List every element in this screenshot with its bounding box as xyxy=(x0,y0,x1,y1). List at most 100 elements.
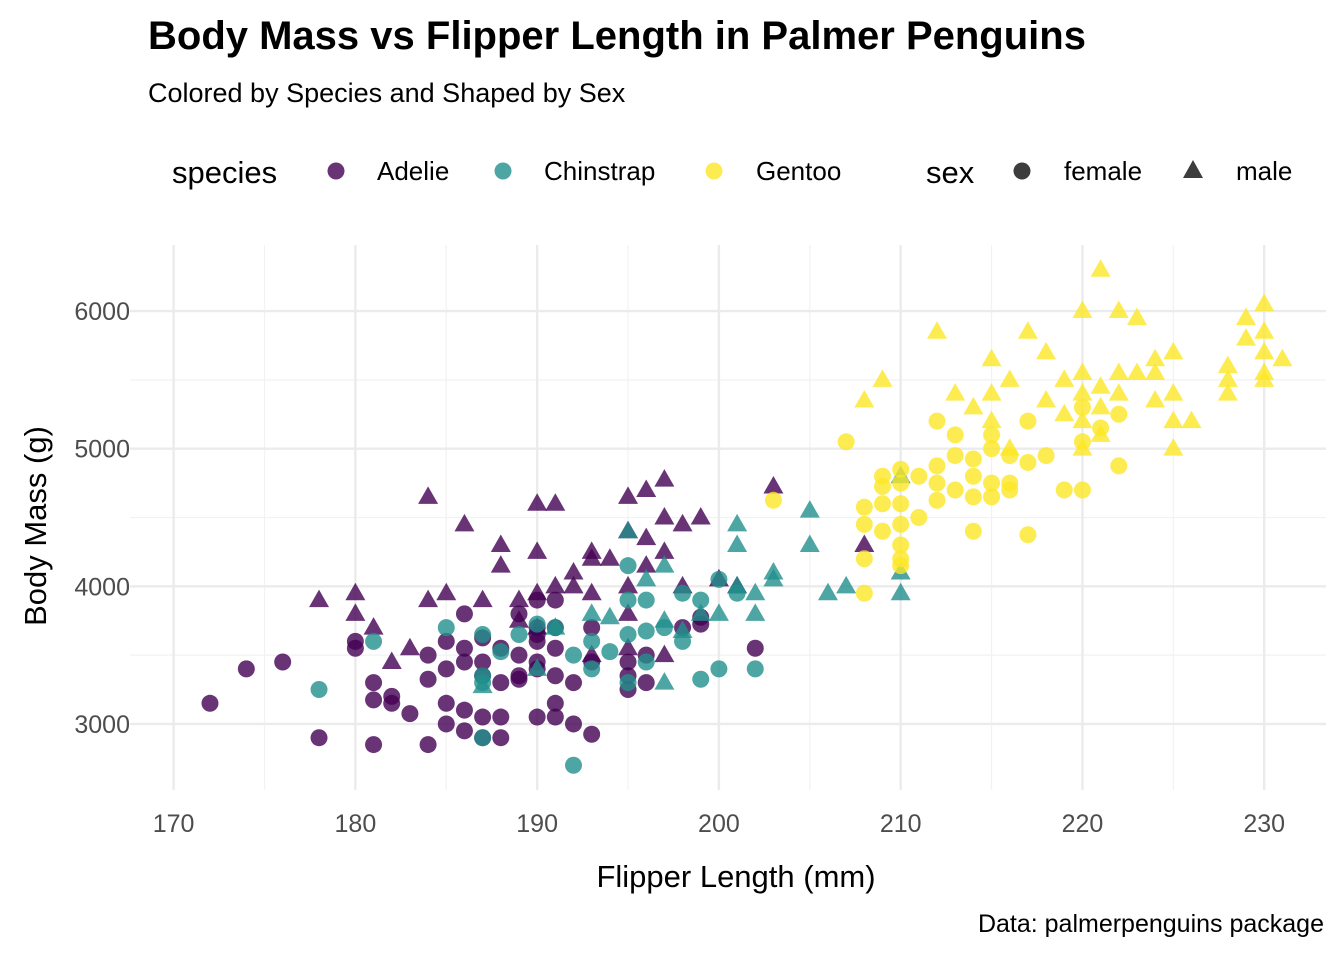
point-gentoo-male xyxy=(999,438,1020,456)
point-gentoo-male xyxy=(1145,362,1166,380)
point-gentoo-male xyxy=(1072,410,1093,429)
point-adelie-female xyxy=(455,722,473,740)
legend-key-adelie xyxy=(327,162,345,180)
legend-key-male xyxy=(1183,160,1203,178)
point-adelie-male xyxy=(618,637,639,656)
point-adelie-female xyxy=(455,653,473,671)
point-gentoo-male xyxy=(1090,259,1111,277)
point-adelie-male xyxy=(418,486,439,504)
point-adelie-male xyxy=(545,493,566,511)
point-adelie-female xyxy=(528,632,546,650)
point-gentoo-female xyxy=(1019,526,1037,544)
point-adelie-female xyxy=(437,694,455,712)
point-gentoo-male xyxy=(981,383,1002,401)
point-gentoo-male xyxy=(1217,355,1238,374)
x-tick-label: 200 xyxy=(698,810,740,838)
point-gentoo-female xyxy=(928,412,946,430)
point-chinstrap-female xyxy=(474,729,492,747)
point-gentoo-female xyxy=(873,478,891,496)
point-gentoo-male xyxy=(1272,348,1293,367)
point-gentoo-female xyxy=(873,522,891,540)
point-chinstrap-male xyxy=(727,575,748,594)
point-gentoo-female xyxy=(1019,412,1037,430)
point-chinstrap-male xyxy=(727,513,748,532)
point-adelie-female xyxy=(237,660,255,678)
point-gentoo-male xyxy=(872,369,893,387)
point-gentoo-female xyxy=(855,498,873,516)
point-adelie-female xyxy=(419,646,437,664)
point-gentoo-female xyxy=(1073,481,1091,499)
point-gentoo-male xyxy=(1108,383,1129,401)
point-adelie-male xyxy=(654,541,675,559)
point-adelie-female xyxy=(437,715,455,733)
point-adelie-female xyxy=(528,708,546,726)
point-adelie-female xyxy=(583,725,601,743)
point-chinstrap-male xyxy=(672,620,693,639)
point-gentoo-female xyxy=(892,460,910,478)
chart-subtitle: Colored by Species and Shaped by Sex xyxy=(148,78,626,108)
point-gentoo-male xyxy=(981,348,1002,367)
point-gentoo-female xyxy=(964,522,982,540)
point-gentoo-male xyxy=(1145,348,1166,367)
point-chinstrap-male xyxy=(654,555,675,573)
point-chinstrap-male xyxy=(618,520,639,539)
point-chinstrap-male xyxy=(581,603,602,621)
point-adelie-male xyxy=(527,582,548,601)
point-adelie-male xyxy=(527,541,548,559)
point-gentoo-male xyxy=(963,396,984,415)
point-chinstrap-female xyxy=(583,660,601,678)
point-gentoo-male xyxy=(1254,341,1275,360)
point-adelie-male xyxy=(399,637,420,656)
point-chinstrap-female xyxy=(310,681,328,699)
point-chinstrap-female xyxy=(619,557,637,575)
point-adelie-female xyxy=(637,674,655,692)
point-gentoo-male xyxy=(1181,410,1202,429)
point-gentoo-female xyxy=(1055,481,1073,499)
point-gentoo-female xyxy=(855,515,873,533)
point-adelie-female xyxy=(546,591,564,609)
y-tick-label: 6000 xyxy=(74,298,130,326)
point-adelie-female xyxy=(492,729,510,747)
point-gentoo-female xyxy=(855,550,873,568)
point-gentoo-male xyxy=(945,383,966,401)
point-gentoo-male xyxy=(1054,369,1075,387)
point-gentoo-female xyxy=(1019,453,1037,471)
x-axis-title: Flipper Length (mm) xyxy=(596,859,875,894)
point-gentoo-female xyxy=(1001,474,1019,492)
point-adelie-male xyxy=(581,548,602,566)
point-gentoo-male xyxy=(1163,410,1184,429)
point-adelie-male xyxy=(618,486,639,504)
point-chinstrap-female xyxy=(637,653,655,671)
point-gentoo-male xyxy=(1236,307,1257,325)
point-gentoo-female xyxy=(892,550,910,568)
point-adelie-male xyxy=(636,479,657,497)
x-tick-label: 180 xyxy=(335,810,377,838)
point-chinstrap-male xyxy=(890,582,911,601)
y-tick-labels: 3000 4000 5000 6000 xyxy=(74,298,130,739)
chart-title: Body Mass vs Flipper Length in Palmer Pe… xyxy=(148,14,1086,58)
point-adelie-female xyxy=(492,674,510,692)
point-gentoo-female xyxy=(964,450,982,468)
point-adelie-female xyxy=(455,639,473,657)
point-gentoo-female xyxy=(855,584,873,602)
point-chinstrap-female xyxy=(365,632,383,650)
point-gentoo-male xyxy=(1254,293,1275,312)
legend-label-adelie: Adelie xyxy=(377,156,449,186)
point-gentoo-male xyxy=(1072,362,1093,380)
point-gentoo-male xyxy=(1090,396,1111,415)
point-adelie-male xyxy=(508,589,529,608)
point-gentoo-male xyxy=(1217,369,1238,387)
point-chinstrap-female xyxy=(565,646,583,664)
point-adelie-male xyxy=(345,603,366,621)
point-gentoo-female xyxy=(892,536,910,554)
point-adelie-female xyxy=(346,632,364,650)
point-chinstrap-male xyxy=(690,603,711,621)
point-gentoo-female xyxy=(892,495,910,513)
point-gentoo-male xyxy=(1108,362,1129,380)
point-adelie-male xyxy=(636,555,657,573)
point-adelie-male xyxy=(454,513,475,532)
point-adelie-female xyxy=(455,701,473,719)
point-gentoo-female xyxy=(928,457,946,475)
legend-label-chinstrap: Chinstrap xyxy=(544,156,655,186)
data-points xyxy=(201,259,1293,774)
